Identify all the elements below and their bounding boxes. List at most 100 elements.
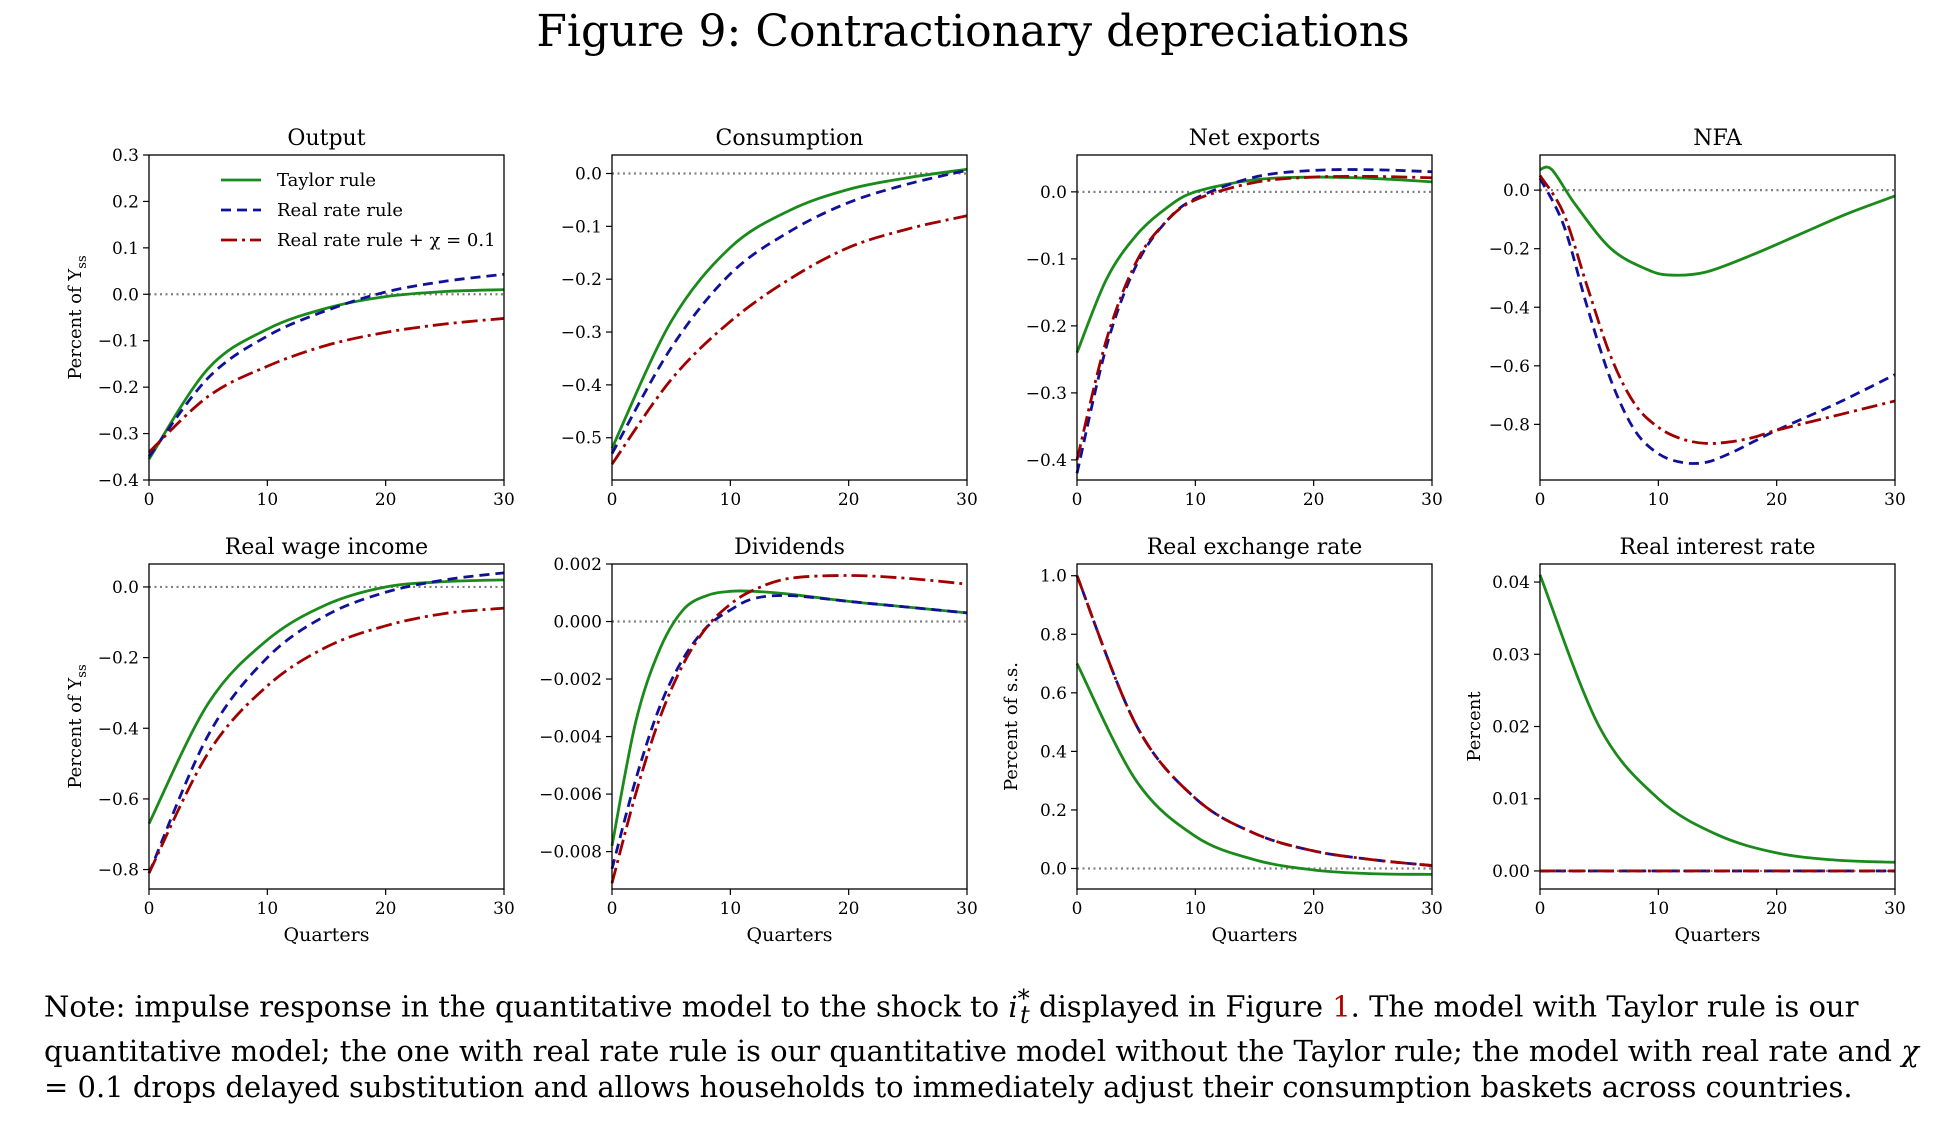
figure-ref-link[interactable]: 1 bbox=[1332, 989, 1351, 1024]
x-tick-label: 20 bbox=[838, 899, 860, 919]
x-tick-label: 30 bbox=[1884, 899, 1906, 919]
y-tick-label: 0.02 bbox=[1492, 718, 1530, 738]
x-axis-label: Quarters bbox=[284, 924, 370, 946]
x-axis-label: Quarters bbox=[1212, 924, 1298, 946]
y-tick-label: 0.4 bbox=[1040, 742, 1067, 762]
y-tick-label: 0.0 bbox=[1040, 183, 1067, 203]
series-line-real-rate-rule bbox=[1075, 575, 1433, 867]
legend-label-taylor-rule: Taylor rule bbox=[277, 170, 376, 191]
y-tick-label: −0.4 bbox=[561, 376, 602, 396]
chart-title: Real wage income bbox=[225, 535, 428, 560]
series-line-real-rate-rule-0-1 bbox=[148, 317, 505, 454]
y-tick-label: −0.6 bbox=[98, 790, 139, 810]
x-axis-label: Quarters bbox=[1675, 924, 1761, 946]
x-tick-label: 20 bbox=[838, 490, 860, 510]
x-tick-label: 0 bbox=[607, 490, 618, 510]
plot-frame bbox=[1539, 563, 1896, 890]
series-line-real-rate-rule-0-1 bbox=[610, 214, 968, 465]
note-text-2: displayed in Figure bbox=[1029, 989, 1333, 1024]
plot-frame bbox=[148, 563, 505, 890]
chart-consumption: 0 10 20 30 −0.5 −0.4 −0.3 −0.2 −0.1 0.0 Consumptio… bbox=[561, 126, 978, 510]
x-tick-label: 0 bbox=[1535, 899, 1546, 919]
y-tick-label: 0.04 bbox=[1492, 573, 1530, 593]
chart-output: 0 10 20 30 −0.4 −0.3 −0.2 −0.1 0.0 0.1 0.2 0.3 Outpu… bbox=[65, 126, 515, 510]
y-tick-label: −0.8 bbox=[98, 861, 139, 881]
x-tick-label: 20 bbox=[1766, 490, 1788, 510]
figure-title: Figure 9: Contractionary depreciations bbox=[536, 6, 1410, 57]
x-tick-label: 10 bbox=[1648, 899, 1670, 919]
y-tick-label: 0.03 bbox=[1492, 645, 1530, 665]
y-tick-label: 0.0 bbox=[1503, 181, 1530, 201]
y-tick-label: −0.004 bbox=[539, 728, 602, 748]
plot-frame bbox=[611, 154, 968, 481]
x-tick-label: 20 bbox=[1303, 899, 1325, 919]
chart-title: Dividends bbox=[734, 535, 845, 560]
y-tick-label: −0.2 bbox=[561, 270, 602, 290]
note-text-4: = 0.1 drops delayed substitution and all… bbox=[44, 1070, 1853, 1105]
y-tick-label: 0.2 bbox=[1040, 801, 1067, 821]
chart-real-wage-income: 0 10 20 30 −0.8 −0.6 −0.4 −0.2 0.0 Real wage inco… bbox=[65, 535, 515, 946]
plot-frame bbox=[148, 154, 505, 481]
x-tick-label: 0 bbox=[1072, 899, 1083, 919]
y-tick-label: −0.2 bbox=[98, 378, 139, 398]
x-tick-label: 20 bbox=[1766, 899, 1788, 919]
series-line-real-rate-rule-0-1 bbox=[1538, 174, 1896, 445]
y-tick-label: 0.2 bbox=[112, 192, 139, 212]
chart-title: Output bbox=[287, 126, 365, 151]
y-tick-label: −0.3 bbox=[1026, 384, 1067, 404]
x-tick-label: 10 bbox=[720, 490, 742, 510]
legend-label-real-rate-rule: Real rate rule bbox=[277, 200, 403, 221]
series-line-real-rate-rule bbox=[610, 168, 968, 455]
y-tick-label: 0.00 bbox=[1492, 862, 1530, 882]
y-tick-label: 1.0 bbox=[1040, 567, 1067, 587]
y-tick-label: 0.01 bbox=[1492, 790, 1530, 810]
note-chi-symbol: χ bbox=[1901, 1034, 1919, 1069]
series-line-real-rate-rule bbox=[610, 594, 968, 870]
legend-label-real-rate-rule-0-1: Real rate rule + χ = 0.1 bbox=[277, 230, 496, 251]
x-tick-label: 0 bbox=[1072, 490, 1083, 510]
y-tick-label: −0.002 bbox=[539, 670, 602, 690]
series-line-real-rate-rule-0-1 bbox=[610, 574, 968, 884]
x-axis-label: Quarters bbox=[747, 924, 833, 946]
y-tick-label: 0.1 bbox=[112, 239, 139, 259]
y-tick-label: −0.4 bbox=[98, 719, 139, 739]
series-line-taylor-rule bbox=[1539, 165, 1896, 277]
x-tick-label: 30 bbox=[1421, 899, 1443, 919]
y-tick-label: −0.2 bbox=[1489, 240, 1530, 260]
y-tick-label: −0.1 bbox=[1026, 250, 1067, 270]
chart-real-exchange-rate: 0 10 20 30 0.0 0.2 0.4 0.6 0.8 1.0 Real exchange r… bbox=[1001, 535, 1443, 946]
y-tick-label: 0.002 bbox=[553, 555, 602, 575]
y-tick-label: −0.1 bbox=[98, 332, 139, 352]
figure-note: Note: impulse response in the quantitati… bbox=[44, 980, 1924, 1105]
y-tick-label: −0.6 bbox=[1489, 357, 1530, 377]
x-tick-label: 0 bbox=[144, 899, 155, 919]
x-tick-label: 30 bbox=[1884, 490, 1906, 510]
series-line-taylor-rule bbox=[610, 589, 968, 847]
y-tick-label: −0.5 bbox=[561, 429, 602, 449]
series-line-real-rate-rule bbox=[1075, 168, 1433, 474]
x-tick-label: 30 bbox=[493, 490, 515, 510]
y-axis-label: Percent of Yss bbox=[65, 255, 90, 379]
series-line-real-rate-rule-0-1 bbox=[1075, 174, 1433, 461]
series-line-real-rate-rule-0-1 bbox=[147, 606, 505, 874]
y-axis-label: Percent of Yss bbox=[65, 664, 90, 788]
y-tick-label: 0.000 bbox=[553, 613, 602, 633]
series-line-real-rate-rule-0-1 bbox=[1075, 575, 1433, 867]
y-axis-label: Percent bbox=[1464, 691, 1485, 762]
chart-nfa: 0 10 20 30 −0.8 −0.6 −0.4 −0.2 0.0 NFA bbox=[1489, 126, 1906, 510]
series-line-real-rate-rule bbox=[147, 571, 505, 874]
y-tick-label: 0.3 bbox=[112, 146, 139, 166]
series-line-taylor-rule bbox=[147, 578, 505, 825]
chart-dividends: 0 10 20 30 −0.008 −0.006 −0.004 −0.002 0.000 0.00… bbox=[539, 535, 978, 946]
chart-real-interest-rate: 0 10 20 30 0.00 0.01 0.02 0.03 0.04 Real interest… bbox=[1464, 535, 1906, 946]
series-line-taylor-rule bbox=[1075, 662, 1433, 876]
chart-title: NFA bbox=[1693, 126, 1743, 151]
y-tick-label: −0.3 bbox=[561, 323, 602, 343]
note-text-1: Note: impulse response in the quantitati… bbox=[44, 989, 1009, 1024]
x-tick-label: 30 bbox=[956, 899, 978, 919]
y-tick-label: 0.0 bbox=[112, 285, 139, 305]
chart-legend: Taylor rule Real rate rule Real rate rule … bbox=[221, 170, 496, 251]
x-tick-label: 10 bbox=[1185, 490, 1207, 510]
x-tick-label: 20 bbox=[375, 490, 397, 510]
y-axis-label: Percent of s.s. bbox=[1001, 662, 1022, 791]
